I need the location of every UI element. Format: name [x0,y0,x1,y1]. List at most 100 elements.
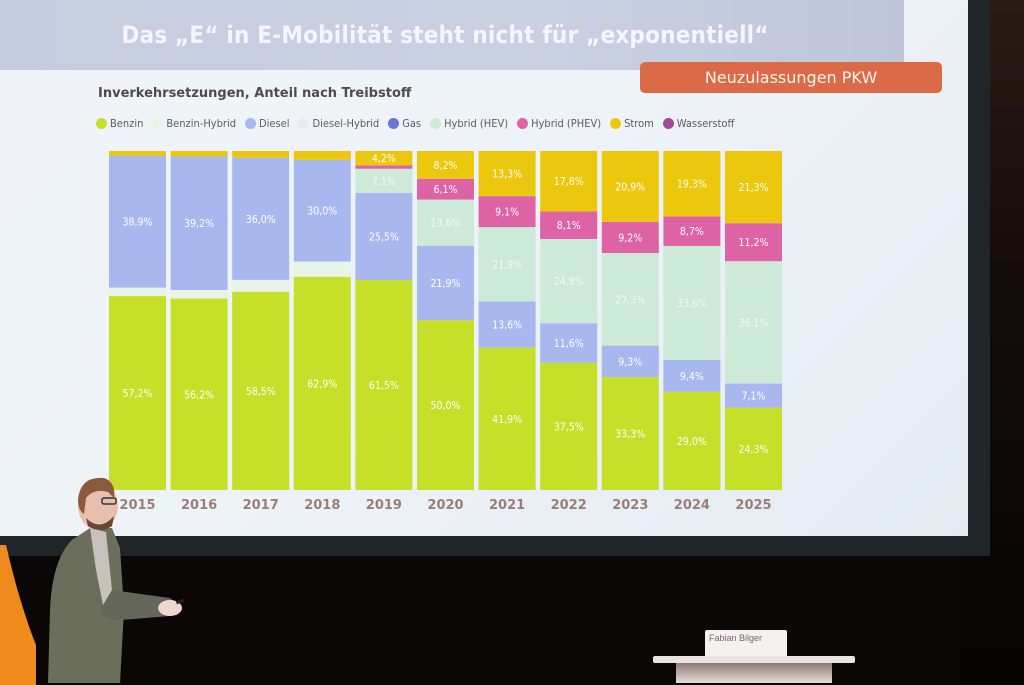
bar-segment [232,291,290,490]
legend-swatch-icon [610,117,622,129]
data-label: 27,3% [615,294,645,306]
data-label: 57,2% [122,388,152,400]
bar-segment [417,151,474,179]
legend-label: Gas [402,116,422,130]
bar-segment [663,216,721,246]
legend-swatch-icon [298,117,310,129]
bar-segment [232,279,290,292]
data-label: 24,8% [554,276,584,288]
legend-swatch-icon [96,117,107,129]
x-tick-label: 2016 [181,498,217,513]
bar-segment [663,359,721,392]
legend-item: Hybrid (HEV) [430,117,508,130]
bar-segment [478,196,536,228]
lectern [653,656,855,663]
data-label: 24,3% [738,444,768,456]
data-label: 21,3% [738,182,768,194]
bar-segment [355,280,413,490]
slide: Das „E“ in E-Mobilität steht nicht für „… [0,0,968,536]
bar-segment [293,276,351,490]
data-label: 20,9% [615,181,645,193]
data-label: 6,1% [434,184,458,196]
legend-swatch-icon [430,117,442,129]
bar-segment [478,347,536,490]
bar-segment [601,377,659,490]
bar-segment [540,211,598,239]
bar-segment [725,223,782,262]
bar-segment [293,151,351,160]
legend-label: Hybrid (HEV) [444,116,509,130]
legend-label: Hybrid (PHEV) [531,116,602,130]
bar-segment [417,245,474,321]
data-label: 9,2% [618,232,642,244]
slide-title-bar: Das „E“ in E-Mobilität steht nicht für „… [0,0,904,70]
legend-label: Strom [624,116,654,130]
legend-swatch-icon [245,117,257,129]
data-label: 38,9% [122,217,152,229]
bar-segment [725,407,782,490]
x-tick-label: 2021 [489,498,525,513]
bar-segment [601,345,659,378]
bar-segment [601,253,659,346]
data-label: 11,2% [738,237,768,249]
data-label: 9,1% [495,207,519,219]
bar-segment [109,287,166,297]
data-label: 56,2% [184,389,214,401]
data-label: 4,2% [372,153,396,165]
data-label: 29,0% [677,436,707,448]
data-label: 58,5% [246,386,276,398]
name-card: Fabian Bilger [705,630,787,658]
x-tick-label: 2019 [366,498,402,513]
data-label: 33,6% [677,298,707,310]
bar-segment [417,199,474,246]
bar-segment [663,151,721,217]
legend-item: Wasserstoff [662,117,734,130]
legend-item: Strom [610,117,654,130]
category-badge: Neuzulassungen PKW [640,62,942,93]
data-label: 21,9% [492,259,522,271]
legend-label: Diesel-Hybrid [312,116,380,130]
x-tick-label: 2017 [243,498,279,513]
bar-segment [540,238,598,324]
stacked-bar-chart: 57,2% 38,9% 2015 56,2% 39,2% 2016 58,5% 36,0% 20… [109,151,782,513]
data-label: 8,2% [434,160,458,172]
chart-legend: Benzin Benzin-Hybrid Diesel Diesel-Hybrid Ga… [96,115,743,131]
bar-segment [725,261,782,384]
legend-swatch-icon [388,117,400,129]
data-label: 9,4% [680,371,704,383]
bar-segment [109,151,166,156]
legend-item: Diesel-Hybrid [298,117,379,130]
x-tick-label: 2024 [674,498,710,513]
bar-segment [293,159,351,262]
legend-swatch-icon [662,117,674,129]
bar-segment [663,245,721,360]
data-label: 25,5% [369,232,399,244]
name-card-name: Fabian Bilger [709,633,763,643]
bar-segment [232,157,290,280]
legend-label: Diesel [259,116,290,130]
stage-decoration [0,545,36,685]
bar-segment [601,151,659,222]
x-tick-label: 2025 [735,498,771,513]
data-label: 33,3% [615,429,645,441]
x-tick-label: 2023 [612,498,648,513]
bar-segment [725,151,782,224]
legend-label: Benzin [110,116,144,130]
bar-segment [170,151,228,157]
data-label: 37,5% [554,421,584,433]
legend-label: Benzin-Hybrid [166,116,237,130]
bar-segment [355,165,413,169]
bar-segment [417,320,474,490]
bar-segment [170,298,228,490]
x-tick-label: 2018 [304,498,340,513]
bar-segment [232,151,290,158]
data-label: 61,5% [369,380,399,392]
bar-segment [355,151,413,166]
legend-item: Benzin-Hybrid [152,117,236,130]
legend-item: Diesel [245,117,289,130]
legend-swatch-icon [517,117,529,129]
bar-segment [725,383,782,408]
bar-segment [540,362,598,490]
data-label: 41,9% [492,414,522,426]
bar-segment [478,301,536,348]
